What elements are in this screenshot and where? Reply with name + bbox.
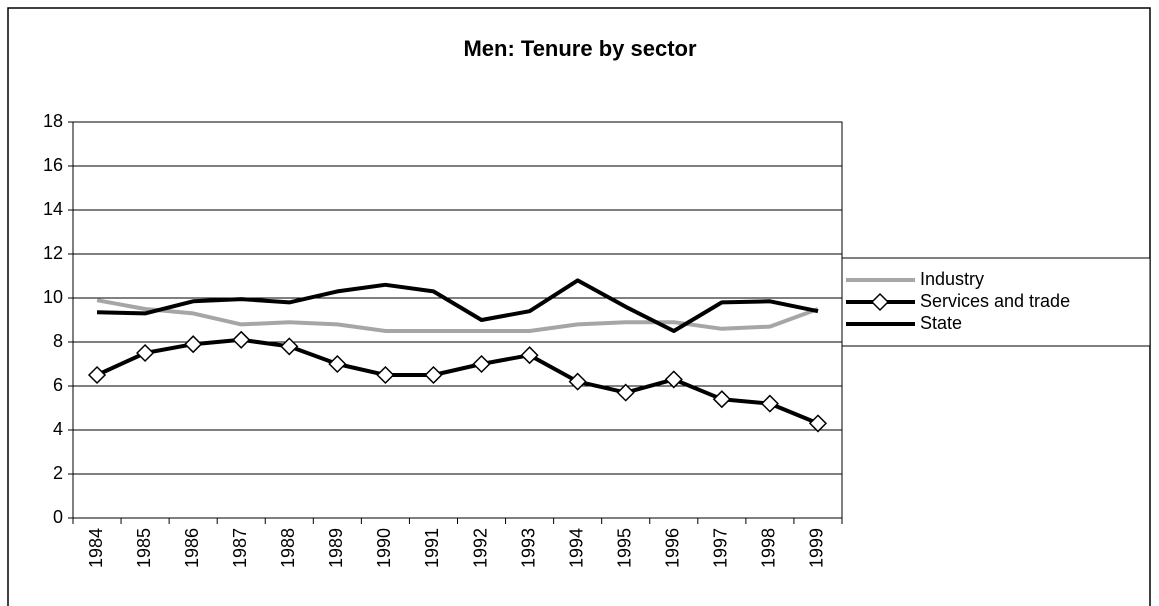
- legend-label: Industry: [920, 269, 984, 289]
- y-tick-label: 10: [43, 287, 63, 307]
- y-tick-label: 2: [53, 463, 63, 483]
- x-tick-label: 1997: [711, 528, 731, 568]
- x-tick-label: 1991: [422, 528, 442, 568]
- marker: [280, 337, 299, 356]
- legend-marker: [870, 292, 890, 312]
- plot-area: [72, 121, 843, 519]
- x-tick-label: 1987: [230, 528, 250, 568]
- y-tick-label: 12: [43, 243, 63, 263]
- y-tick-label: 18: [43, 111, 63, 131]
- marker: [712, 390, 731, 409]
- x-tick-label: 1984: [86, 528, 106, 568]
- marker: [376, 365, 395, 385]
- x-tick-label: 1985: [134, 528, 154, 568]
- legend-label: Services and trade: [920, 291, 1070, 311]
- x-tick-label: 1995: [614, 528, 634, 568]
- chart-title: Men: Tenure by sector: [463, 36, 697, 61]
- series-line: [96, 298, 819, 333]
- series-line: [96, 278, 819, 333]
- x-tick-label: 1989: [326, 528, 346, 568]
- marker: [808, 414, 828, 433]
- marker: [520, 346, 539, 365]
- legend-label: State: [920, 313, 962, 333]
- marker: [664, 370, 683, 389]
- marker: [616, 383, 635, 402]
- marker: [184, 335, 203, 354]
- marker: [472, 354, 491, 374]
- x-tick-label: 1998: [759, 528, 779, 568]
- y-tick-label: 16: [43, 155, 63, 175]
- y-tick-label: 0: [53, 507, 63, 527]
- y-tick-label: 6: [53, 375, 63, 395]
- marker: [760, 394, 779, 413]
- x-tick-label: 1999: [807, 528, 827, 568]
- y-tick-label: 8: [53, 331, 63, 351]
- marker: [136, 343, 155, 363]
- x-tick-label: 1986: [182, 528, 202, 568]
- x-tick-label: 1994: [566, 528, 586, 568]
- y-tick-label: 14: [43, 199, 63, 219]
- marker: [87, 365, 107, 385]
- marker: [424, 365, 443, 385]
- x-tick-label: 1992: [470, 528, 490, 568]
- x-tick-label: 1996: [663, 528, 683, 568]
- x-tick-label: 1988: [278, 528, 298, 568]
- marker: [568, 372, 587, 391]
- x-tick-label: 1993: [518, 528, 538, 568]
- x-tick-label: 1990: [374, 528, 394, 568]
- y-tick-label: 4: [53, 419, 63, 439]
- series-line: [96, 337, 819, 426]
- marker: [328, 354, 347, 374]
- marker: [232, 330, 251, 349]
